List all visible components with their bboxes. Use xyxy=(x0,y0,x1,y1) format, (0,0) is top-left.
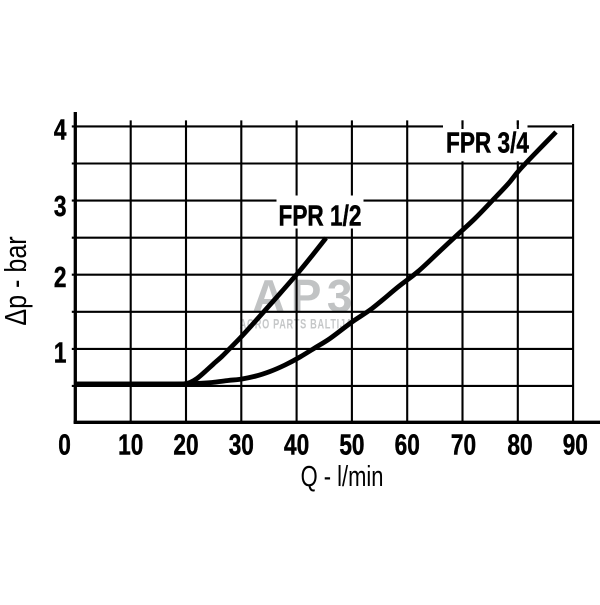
svg-text:3: 3 xyxy=(54,189,67,222)
svg-text:1: 1 xyxy=(54,336,67,369)
svg-text:80: 80 xyxy=(507,428,532,461)
svg-text:Δp - bar: Δp - bar xyxy=(0,236,33,325)
svg-text:60: 60 xyxy=(395,428,420,461)
svg-text:50: 50 xyxy=(339,428,364,461)
svg-text:2: 2 xyxy=(54,260,67,293)
svg-text:0: 0 xyxy=(58,428,71,461)
svg-text:AP3: AP3 xyxy=(252,270,358,322)
svg-text:70: 70 xyxy=(451,428,476,461)
svg-text:FPR 3/4: FPR 3/4 xyxy=(446,126,529,159)
svg-text:20: 20 xyxy=(173,428,198,461)
svg-text:40: 40 xyxy=(284,428,309,461)
svg-text:FPR 1/2: FPR 1/2 xyxy=(279,199,362,232)
svg-text:Q - l/min: Q - l/min xyxy=(301,461,384,492)
svg-text:90: 90 xyxy=(563,428,588,461)
svg-text:10: 10 xyxy=(118,428,143,461)
svg-text:4: 4 xyxy=(54,113,67,146)
svg-text:30: 30 xyxy=(229,428,254,461)
